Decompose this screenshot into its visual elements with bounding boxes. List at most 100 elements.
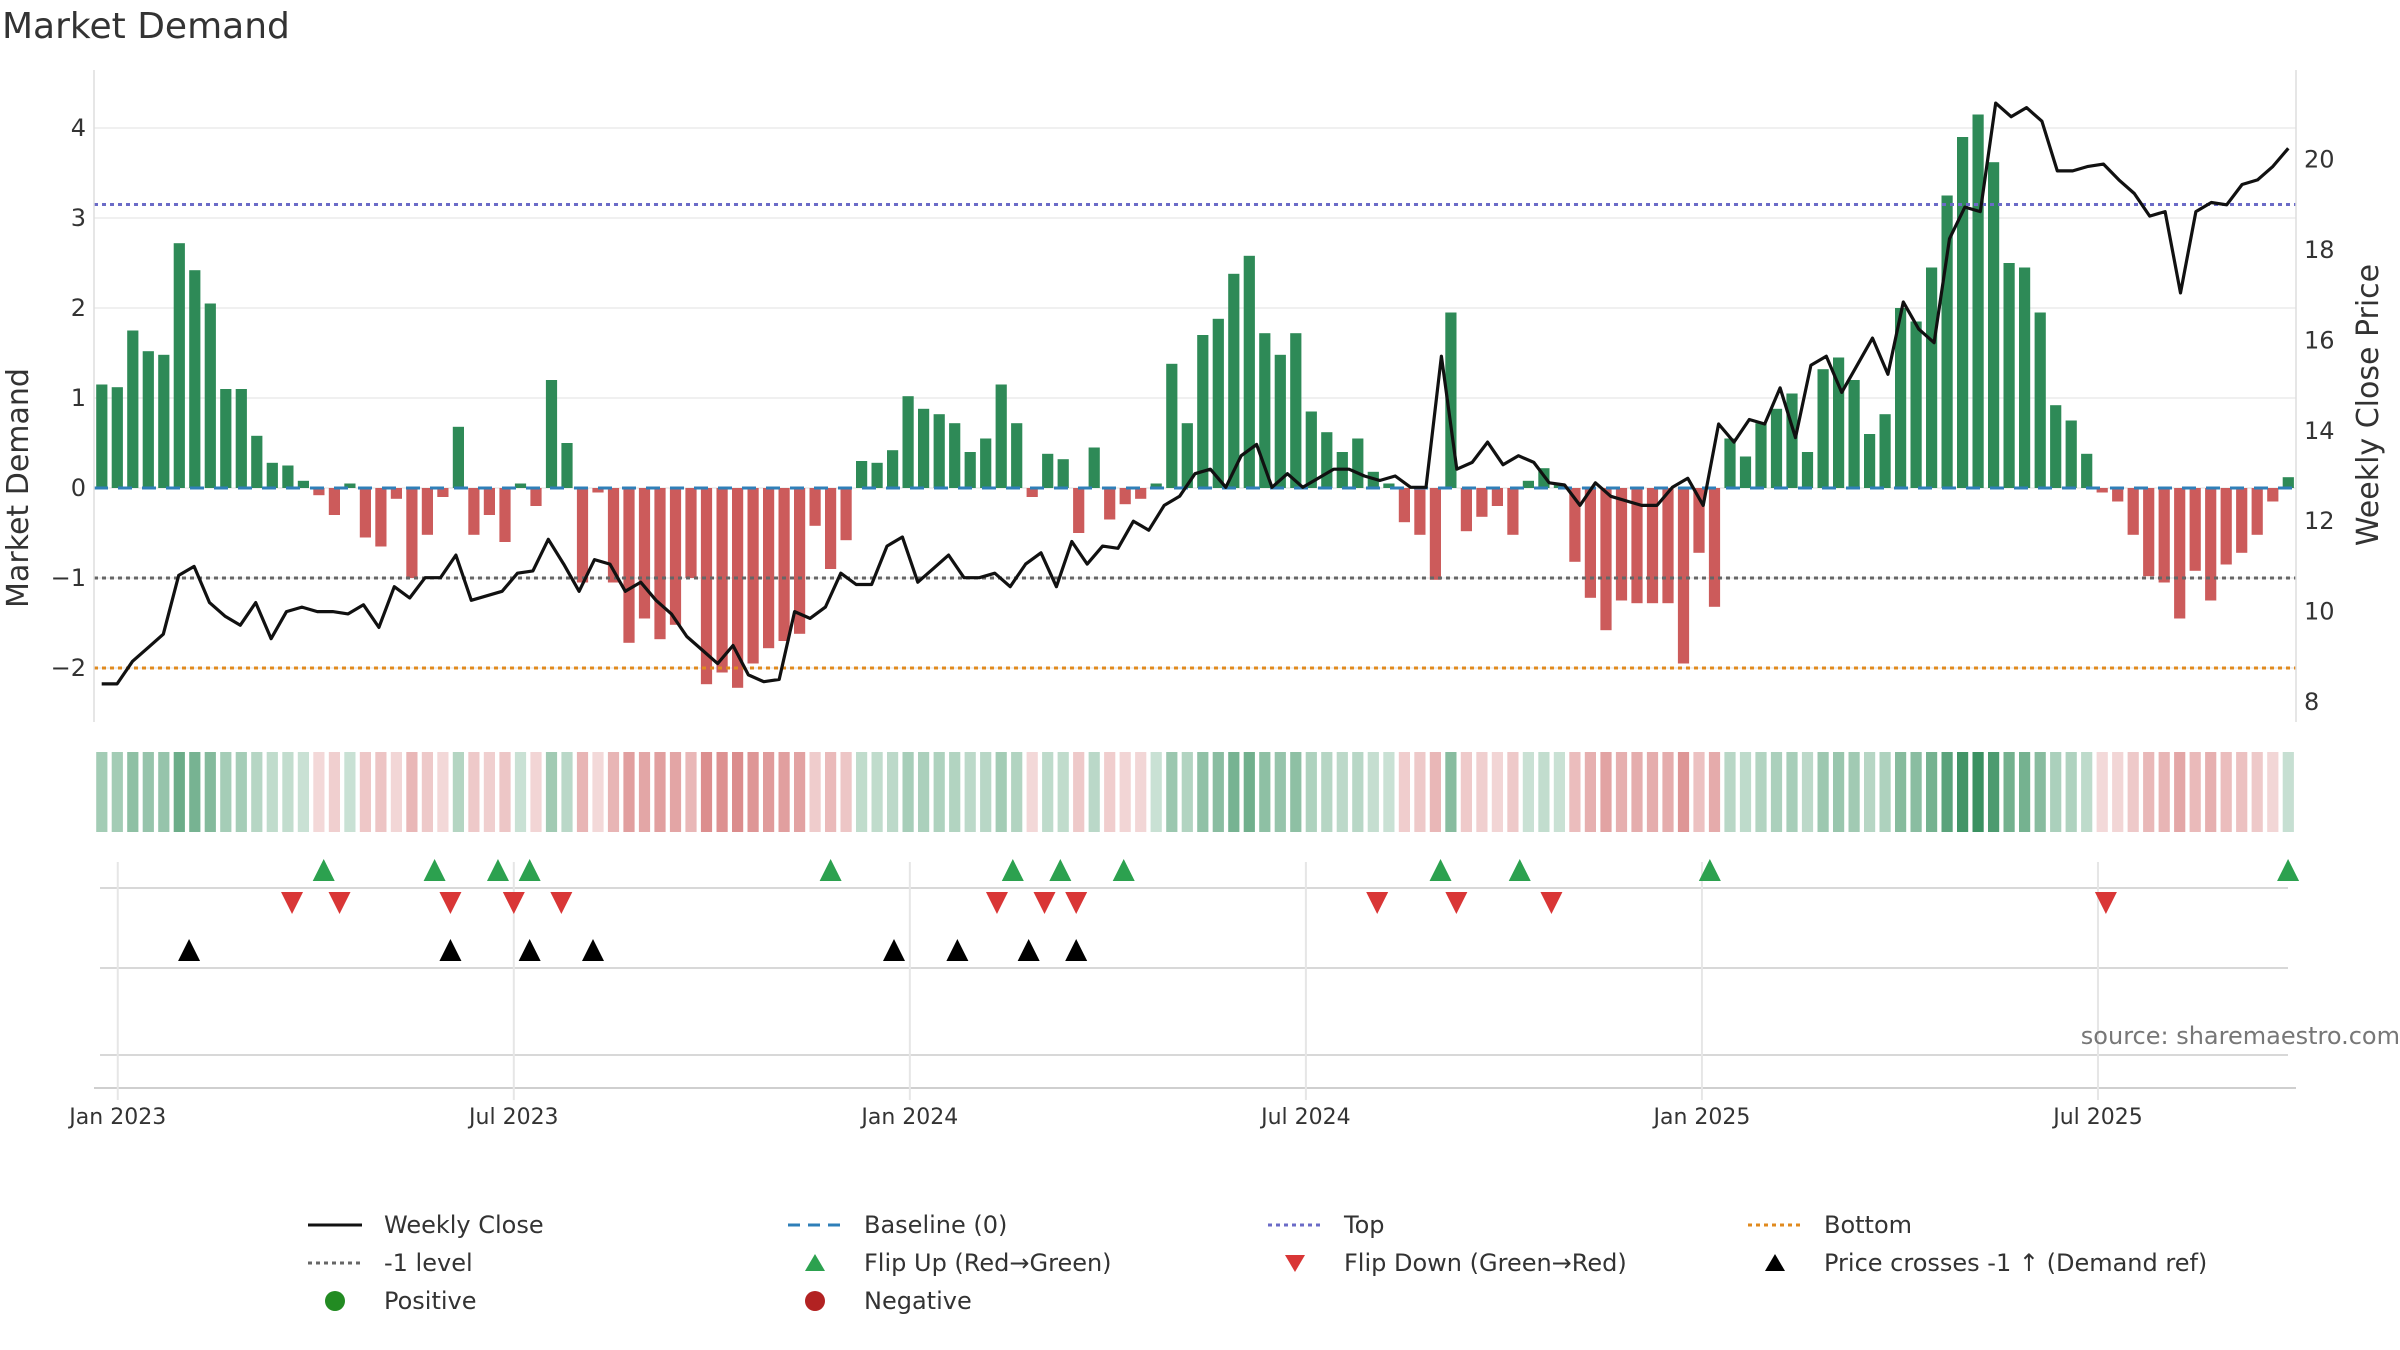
bar-negative xyxy=(2143,488,2155,577)
flip-down-marker xyxy=(2094,892,2117,914)
bar-positive xyxy=(2019,267,2031,488)
heat-cell xyxy=(1228,752,1240,832)
flip-up-marker xyxy=(1698,859,1721,881)
bar-positive xyxy=(545,380,558,488)
y2-axis-label: Weekly Close Price xyxy=(2351,264,2386,546)
heat-cell xyxy=(1042,752,1054,832)
bar-positive xyxy=(871,462,883,488)
y2-tick-label: 18 xyxy=(2304,236,2335,264)
heat-cell xyxy=(1026,752,1038,832)
bar-negative xyxy=(390,488,402,499)
bar-positive xyxy=(1228,273,1240,488)
heat-cell xyxy=(1801,752,1814,832)
heat-cell xyxy=(856,752,868,832)
heat-cell xyxy=(2236,752,2248,832)
heat-cell xyxy=(297,752,309,832)
heat-cell xyxy=(1135,752,1147,832)
bar-positive xyxy=(1088,447,1100,488)
bar-positive xyxy=(452,426,464,488)
heat-cell xyxy=(1615,752,1628,832)
bar-positive xyxy=(1988,162,2000,488)
y2-tick-label: 10 xyxy=(2304,598,2335,626)
bar-positive xyxy=(1057,459,1069,488)
bar-negative xyxy=(592,488,604,493)
heat-cell xyxy=(1553,752,1565,832)
heat-cell xyxy=(949,752,961,832)
bar-positive xyxy=(1042,453,1054,488)
price-cross-marker xyxy=(518,939,541,961)
heat-cell xyxy=(700,752,713,832)
bar-positive xyxy=(1445,312,1457,488)
heat-cell xyxy=(1522,752,1534,832)
source-note: source: sharemaestro.com xyxy=(2080,1022,2400,1050)
bar-positive xyxy=(142,351,154,488)
heat-cell xyxy=(2112,752,2124,832)
bar-positive xyxy=(1011,423,1023,488)
bar-positive xyxy=(1290,333,1302,488)
bar-negative xyxy=(2205,488,2217,601)
heat-cell xyxy=(763,752,775,832)
heat-cell xyxy=(328,752,340,832)
bar-positive xyxy=(297,480,309,488)
heat-cell xyxy=(2081,752,2093,832)
heat-cell xyxy=(468,752,480,832)
heat-cell xyxy=(1398,752,1410,832)
bar-negative xyxy=(2112,488,2124,502)
heat-cell xyxy=(778,752,790,832)
legend-label: -1 level xyxy=(384,1249,473,1277)
heat-cell xyxy=(437,752,449,832)
heat-cell xyxy=(1538,752,1550,832)
bar-negative xyxy=(2189,488,2201,571)
heat-cell xyxy=(1166,752,1178,832)
heat-cell xyxy=(1848,752,1860,832)
bar-positive xyxy=(1770,408,1783,488)
bar-negative xyxy=(1708,488,1721,607)
heat-cell xyxy=(2003,752,2015,832)
flip-down-marker xyxy=(1540,892,1563,914)
heat-cell xyxy=(1755,752,1767,832)
y-tick-label: 3 xyxy=(71,204,86,232)
bar-positive xyxy=(1817,369,1829,488)
bar-positive xyxy=(127,330,139,488)
flip-up-marker xyxy=(819,859,842,881)
bar-positive xyxy=(1274,354,1286,488)
heat-cell xyxy=(638,752,651,832)
bar-positive xyxy=(173,243,185,488)
legend-label: Top xyxy=(1344,1211,1385,1239)
heat-cell xyxy=(1336,752,1348,832)
heat-cell xyxy=(964,752,976,832)
bar-negative xyxy=(1398,488,1410,523)
flip-up-marker xyxy=(1001,859,1024,881)
flip-down-marker xyxy=(439,892,462,914)
legend-positive: Positive xyxy=(300,1286,477,1316)
heat-cell xyxy=(158,752,170,832)
bar-negative xyxy=(1693,488,1705,553)
flip-up-marker xyxy=(423,859,446,881)
bar-positive xyxy=(964,452,976,488)
heat-strip xyxy=(96,752,2294,832)
bar-positive xyxy=(96,384,108,488)
heat-cell xyxy=(220,752,232,832)
bar-negative xyxy=(1414,488,1426,535)
heat-cell xyxy=(607,752,620,832)
bar-positive xyxy=(1833,357,1845,488)
legend-weekly-close: Weekly Close xyxy=(300,1210,544,1240)
bar-negative xyxy=(499,488,511,542)
bar-positive xyxy=(1150,483,1162,488)
bar-positive xyxy=(1957,137,1969,488)
flip-down-marker xyxy=(1445,892,1468,914)
legend-top: Top xyxy=(1260,1210,1385,1240)
bar-negative xyxy=(483,488,495,515)
bar-positive xyxy=(933,414,945,488)
bar-positive xyxy=(1972,114,1984,488)
bar-positive xyxy=(204,303,216,488)
heat-cell xyxy=(452,752,464,832)
bar-positive xyxy=(1848,380,1860,488)
heat-cell xyxy=(561,752,573,832)
heat-cell xyxy=(1476,752,1488,832)
legend-minus-one: -1 level xyxy=(300,1248,473,1278)
heat-cell xyxy=(235,752,247,832)
bar-negative xyxy=(2174,488,2186,619)
bar-positive xyxy=(1305,411,1317,488)
